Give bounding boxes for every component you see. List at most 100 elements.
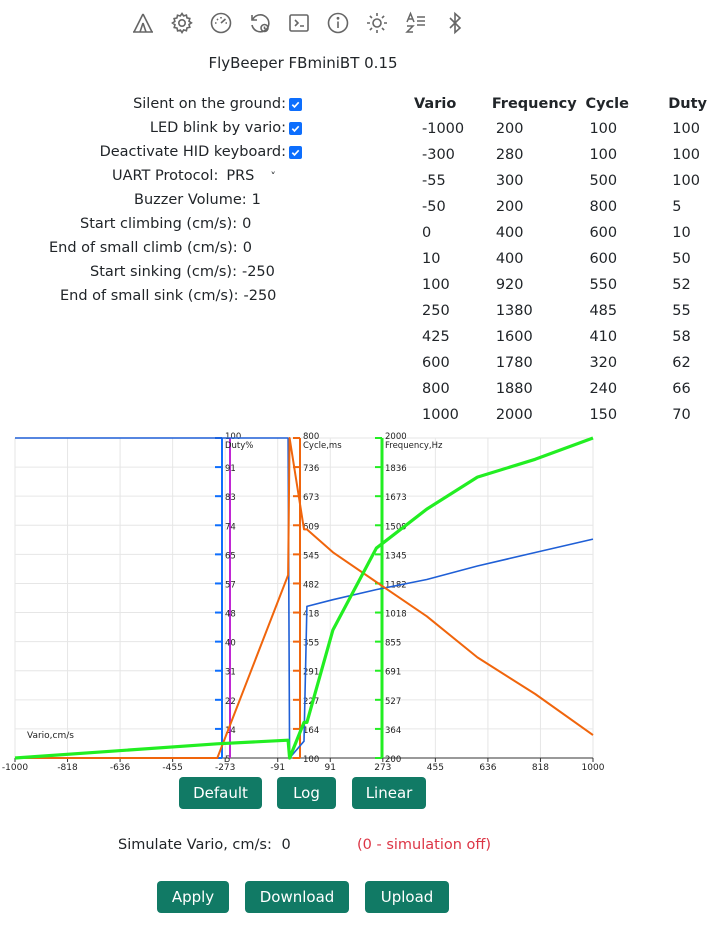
simulate-value[interactable]: 0	[281, 837, 291, 853]
table-header-frequency: Frequency	[491, 96, 577, 112]
table-cell[interactable]: 55	[672, 303, 691, 319]
table-cell[interactable]: 600	[589, 225, 618, 241]
axis-tick-label: 364	[385, 726, 401, 736]
table-cell[interactable]: 2000	[495, 407, 533, 423]
table-row: 10 400 600 50	[414, 246, 707, 272]
table-cell[interactable]: 100	[589, 121, 618, 137]
hid-checkbox[interactable]	[289, 145, 302, 159]
table-cell[interactable]: 200	[495, 121, 524, 137]
table-cell[interactable]: 10	[672, 225, 691, 241]
table-cell[interactable]: 280	[495, 147, 524, 163]
table-header-duty: Duty	[668, 96, 707, 112]
table-cell[interactable]: 800	[589, 199, 618, 215]
table-row: 100 920 550 52	[414, 272, 707, 298]
check-icon	[291, 101, 300, 108]
end-small-climb-value[interactable]: 0	[242, 240, 252, 256]
axis-tick-label: 164	[303, 726, 319, 736]
table-cell[interactable]: 320	[589, 355, 618, 371]
upload-button[interactable]: Upload	[365, 881, 449, 913]
text-format-icon[interactable]	[401, 8, 431, 38]
log-button[interactable]: Log	[277, 777, 336, 809]
table-cell[interactable]: -300	[422, 147, 455, 163]
buzzer-value[interactable]: 1	[251, 192, 261, 208]
table-cell[interactable]: 500	[589, 173, 618, 189]
table-cell[interactable]: 100	[672, 121, 700, 137]
table-cell[interactable]: 100	[672, 173, 700, 189]
gear-icon[interactable]	[167, 8, 197, 38]
table-cell[interactable]: 100	[422, 277, 450, 293]
table-cell[interactable]: 50	[672, 251, 691, 267]
table-cell[interactable]: 58	[672, 329, 691, 345]
axis-tick-label: 14	[225, 726, 236, 736]
table-cell[interactable]: 1000	[422, 407, 459, 423]
table-cell[interactable]: 150	[589, 407, 618, 423]
default-button[interactable]: Default	[179, 777, 262, 809]
table-cell[interactable]: 410	[589, 329, 618, 345]
table-cell[interactable]: -55	[422, 173, 446, 189]
table-cell[interactable]: 52	[672, 277, 691, 293]
table-cell[interactable]: 800	[422, 381, 450, 397]
table-cell[interactable]: 600	[589, 251, 618, 267]
table-cell[interactable]: 485	[589, 303, 618, 319]
axis-tick-label: 2000	[385, 432, 407, 442]
table-header-vario: Vario	[414, 96, 457, 112]
axis-tick-label: 1673	[385, 493, 407, 503]
table-cell[interactable]: 920	[495, 277, 524, 293]
uart-select[interactable]: PRS ˅	[226, 168, 276, 184]
settings-panel: Silent on the ground: LED blink by vario…	[0, 92, 310, 308]
start-climb-setting: Start climbing (cm/s): 0	[0, 212, 310, 236]
table-cell[interactable]: -50	[422, 199, 446, 215]
table-cell[interactable]: 100	[589, 147, 618, 163]
axis-tick-label: 1018	[385, 610, 407, 620]
table-row: 0 400 600 10	[414, 220, 707, 246]
table-cell[interactable]: 200	[495, 199, 524, 215]
start-sink-value[interactable]: -250	[241, 264, 275, 280]
table-cell[interactable]: 70	[672, 407, 691, 423]
axis-tick-label: 691	[385, 668, 401, 678]
end-small-sink-value[interactable]: -250	[243, 288, 277, 304]
table-cell[interactable]: 0	[422, 225, 432, 241]
x-axis-label: Vario,cm/s	[27, 731, 74, 741]
table-cell[interactable]: 1780	[495, 355, 533, 371]
end-small-climb-label: End of small climb (cm/s):	[49, 240, 238, 256]
start-sink-setting: Start sinking (cm/s): -250	[0, 260, 310, 284]
table-cell[interactable]: 1600	[495, 329, 533, 345]
tent-icon[interactable]	[128, 8, 158, 38]
chevron-down-icon: ˅	[270, 169, 276, 183]
apply-button[interactable]: Apply	[157, 881, 229, 913]
x-tick-label: 273	[374, 763, 391, 773]
table-cell[interactable]: 250	[422, 303, 450, 319]
table-cell[interactable]: 400	[495, 251, 524, 267]
table-cell[interactable]: 400	[495, 225, 524, 241]
table-row: 425 1600 410 58	[414, 324, 707, 350]
table-cell[interactable]: 66	[672, 381, 691, 397]
silent-checkbox[interactable]	[289, 97, 302, 111]
start-climb-value[interactable]: 0	[242, 216, 252, 232]
download-button[interactable]: Download	[245, 881, 349, 913]
axis-name-label: Duty%	[225, 441, 253, 451]
terminal-icon[interactable]	[284, 8, 314, 38]
led-checkbox[interactable]	[289, 121, 302, 135]
table-cell[interactable]: 62	[672, 355, 691, 371]
table-cell[interactable]: 550	[589, 277, 618, 293]
table-cell[interactable]: 1380	[495, 303, 533, 319]
table-cell[interactable]: 600	[422, 355, 450, 371]
table-cell[interactable]: 300	[495, 173, 524, 189]
info-icon[interactable]	[323, 8, 353, 38]
table-cell[interactable]: 240	[589, 381, 618, 397]
table-cell[interactable]: -1000	[422, 121, 465, 137]
vario-chart: -1000 -818 -636 -455 -273 -91 91 273 455 636 818 10…	[0, 430, 707, 775]
axis-tick-label: 855	[385, 639, 401, 649]
axis-tick-label: 74	[225, 522, 236, 532]
bluetooth-icon[interactable]	[440, 8, 470, 38]
table-cell[interactable]: 1880	[495, 381, 533, 397]
table-cell[interactable]: 5	[672, 199, 682, 215]
history-icon[interactable]	[245, 8, 275, 38]
table-cell[interactable]: 10	[422, 251, 441, 267]
table-cell[interactable]: 425	[422, 329, 450, 345]
linear-button[interactable]: Linear	[352, 777, 426, 809]
top-toolbar	[128, 8, 478, 38]
brightness-icon[interactable]	[362, 8, 392, 38]
gauge-icon[interactable]	[206, 8, 236, 38]
table-cell[interactable]: 100	[672, 147, 700, 163]
